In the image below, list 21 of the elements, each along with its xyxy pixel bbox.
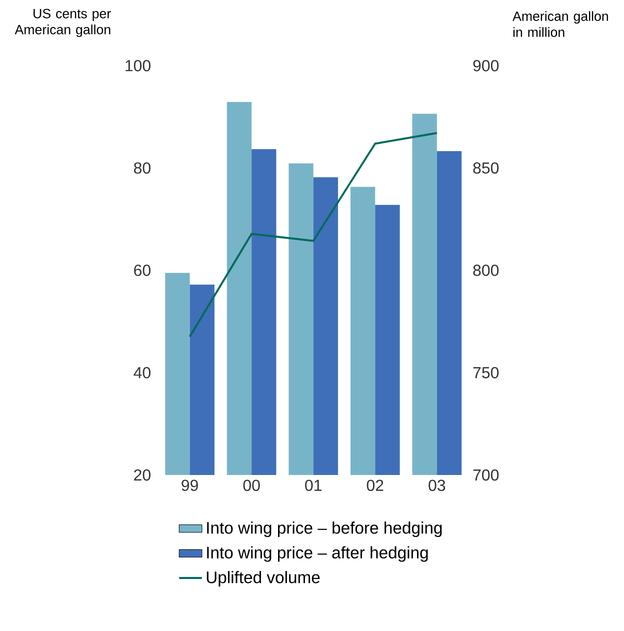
y-tick-label: 60 <box>134 264 151 276</box>
y-tick-label: 20 <box>134 469 151 481</box>
x-tick-label: 99 <box>182 480 198 492</box>
line-series <box>188 132 438 338</box>
legend-label: Into wing price – after hedging <box>207 546 428 562</box>
y2-axis-title: American gallon in million <box>512 11 608 37</box>
y-tick-label: 80 <box>134 162 151 174</box>
y2-tick-label: 900 <box>473 60 499 72</box>
y-tick-label: 100 <box>126 60 151 72</box>
y2-tick-label: 800 <box>473 264 499 276</box>
y-tick-label: 40 <box>134 367 151 378</box>
y2-tick-label: 750 <box>474 367 499 378</box>
y2-tick-label: 700 <box>474 469 499 481</box>
legend-label: Into wing price – before hedging <box>207 522 442 538</box>
x-tick-label: 00 <box>243 480 260 492</box>
x-tick-label: 03 <box>428 480 446 492</box>
y2-tick-label: 850 <box>473 162 499 174</box>
x-tick-label: 01 <box>305 480 322 492</box>
legend-label: Uplifted volume <box>207 571 320 587</box>
y-axis-title: US cents per American gallon <box>14 8 112 37</box>
x-tick-label: 02 <box>367 480 384 492</box>
